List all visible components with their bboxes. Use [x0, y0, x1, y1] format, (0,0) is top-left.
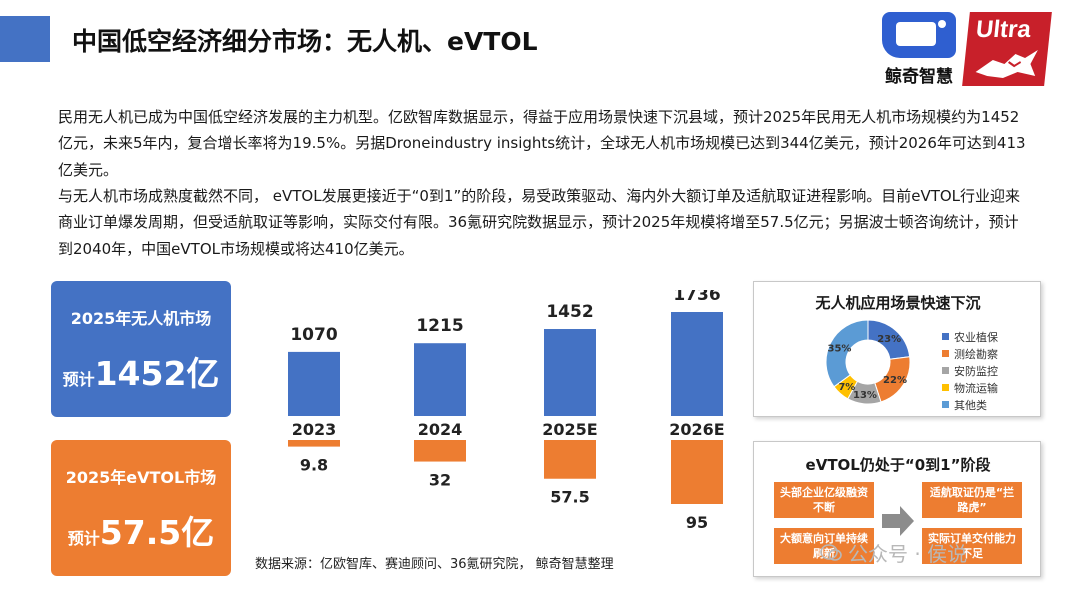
watermark-text: 公众号 · 侯说	[848, 542, 968, 566]
drone-market-bar	[544, 329, 596, 416]
drone-application-donut-chart: 23% 22% 13%7% 35%	[825, 319, 911, 405]
legend-swatch	[942, 367, 949, 374]
ultra-logo-text: Ultra	[974, 16, 1033, 43]
wechat-icon	[820, 543, 842, 561]
page-title: 中国低空经济细分市场：无人机、eVTOL	[72, 27, 538, 56]
year-category-label: 2024	[418, 420, 463, 439]
legend-item: 农业植保	[942, 328, 998, 345]
legend-swatch	[942, 350, 949, 357]
drone-application-pie-card: 无人机应用场景快速下沉 23% 22% 13% 7% 35% 农业植保测绘勘察安防监控物…	[753, 281, 1041, 417]
data-source-note: 数据来源：亿欧智库、赛迪顾问、36氪研究院， 鲸奇智慧整理	[255, 557, 614, 572]
evtol-market-bar	[414, 440, 466, 462]
pie-chart-title: 无人机应用场景快速下沉	[815, 294, 981, 312]
evtol-market-bar-label: 95	[686, 513, 708, 532]
drone-market-bar	[414, 343, 466, 416]
year-category-label: 2025E	[542, 420, 597, 439]
kpi-label: 2025年eVTOL市场	[65, 468, 217, 487]
donut-slice-label: 23%	[877, 334, 901, 345]
evtol-market-bar-label: 57.5	[550, 488, 589, 507]
kpi-value-row: 预计1452亿	[51, 347, 231, 395]
evtol-box-certification: 适航取证仍是“拦路虎”	[922, 482, 1022, 518]
legend-label: 安防监控	[954, 364, 998, 378]
donut-slice-label: 13%	[853, 390, 877, 401]
kpi-value: 57.5亿	[99, 513, 215, 552]
legend-label: 物流运输	[954, 381, 998, 395]
watermark: 公众号 · 侯说	[820, 538, 967, 567]
evtol-market-bar	[544, 440, 596, 479]
legend-label: 测绘勘察	[954, 347, 998, 361]
evtol-box-delivery: 实际订单交付能力不足	[922, 528, 1022, 564]
legend-item: 物流运输	[942, 379, 998, 396]
title-accent-square	[0, 16, 50, 62]
year-category-label: 2026E	[669, 420, 724, 439]
legend-label: 其他类	[954, 398, 987, 412]
kpi-prefix: 预计	[67, 529, 100, 548]
donut-slice-label: 35%	[828, 343, 852, 354]
market-size-bar-chart: 1070 2023 9.8 1215 2024 32 1452 2025E 57.5 1736 20…	[288, 290, 725, 532]
legend-item: 安防监控	[942, 362, 998, 379]
drone-market-bar	[288, 351, 340, 416]
donut-slice-label: 22%	[883, 375, 907, 386]
drone-market-bar-label: 1070	[290, 325, 337, 345]
kpi-prefix: 预计	[62, 370, 95, 389]
drone-market-bar-label: 1452	[546, 302, 593, 322]
evtol-market-bar-label: 9.8	[300, 456, 328, 475]
drone-market-paragraph: 民用无人机已成为中国低空经济发展的主力机型。亿欧智库数据显示，得益于应用场景快速…	[58, 108, 1026, 179]
evtol-market-bar-label: 32	[429, 471, 451, 490]
ultra-logo: Ultra	[962, 12, 1052, 86]
donut-slice	[825, 319, 869, 388]
whale-logo-icon	[882, 12, 956, 58]
drone-market-bar-label: 1736	[673, 290, 720, 305]
legend-label: 农业植保	[954, 330, 998, 344]
pie-legend: 农业植保测绘勘察安防监控物流运输其他类	[942, 328, 998, 413]
evtol-market-bar	[671, 440, 723, 504]
legend-item: 测绘勘察	[942, 345, 998, 362]
legend-item: 其他类	[942, 396, 998, 413]
brand-logo: 鲸奇智慧	[878, 12, 960, 87]
legend-swatch	[942, 401, 949, 408]
legend-swatch	[942, 333, 949, 340]
drone-market-bar	[671, 312, 723, 416]
legend-swatch	[942, 384, 949, 391]
drone-market-kpi-card: 2025年无人机市场 预计1452亿	[51, 281, 231, 417]
evtol-market-kpi-card: 2025年eVTOL市场 预计57.5亿	[51, 440, 231, 576]
brand-logo-text: 鲸奇智慧	[885, 67, 953, 87]
year-category-label: 2023	[292, 420, 337, 439]
evtol-stage-card: eVTOL仍处于“0到1”阶段 头部企业亿级融资不断 适航取证仍是“拦路虎” 大…	[753, 441, 1041, 577]
right-arrow-icon	[882, 506, 914, 536]
evtol-market-paragraph: 与无人机市场成熟度截然不同， eVTOL发展更接近于“0到1”的阶段，易受政策驱…	[58, 187, 1021, 258]
logo-eye-icon	[938, 20, 946, 28]
drone-market-bar-label: 1215	[416, 316, 463, 336]
evtol-card-title: eVTOL仍处于“0到1”阶段	[805, 456, 991, 474]
kpi-value-row: 预计57.5亿	[51, 506, 231, 554]
kpi-value: 1452亿	[94, 354, 220, 393]
evtol-market-bar	[288, 440, 340, 447]
donut-slice-label: 7%	[838, 382, 855, 393]
ultra-logo-creature-icon	[975, 50, 1038, 78]
evtol-box-financing: 头部企业亿级融资不断	[774, 482, 874, 518]
kpi-label: 2025年无人机市场	[70, 309, 212, 328]
